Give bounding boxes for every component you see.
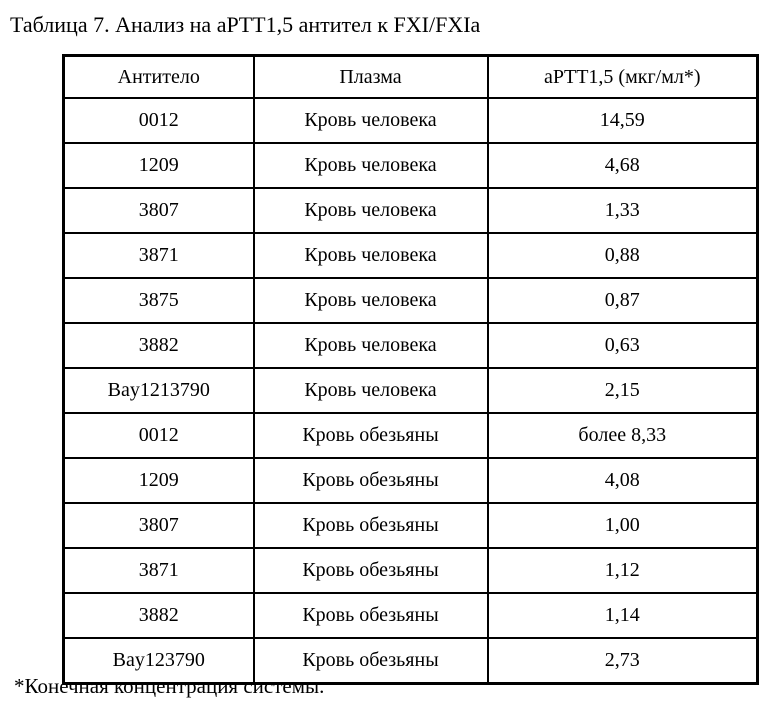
cell-aptt: 0,87 bbox=[488, 278, 758, 323]
cell-aptt: 2,73 bbox=[488, 638, 758, 684]
cell-antibody: 1209 bbox=[64, 143, 254, 188]
cell-antibody: 3871 bbox=[64, 548, 254, 593]
table-row: 3871 Кровь обезьяны 1,12 bbox=[64, 548, 758, 593]
cell-plasma: Кровь человека bbox=[254, 143, 488, 188]
cell-plasma: Кровь обезьяны bbox=[254, 548, 488, 593]
cell-plasma: Кровь человека bbox=[254, 188, 488, 233]
cell-antibody: 3871 bbox=[64, 233, 254, 278]
cell-aptt: 0,63 bbox=[488, 323, 758, 368]
table-row: 3807 Кровь обезьяны 1,00 bbox=[64, 503, 758, 548]
cell-aptt: 4,08 bbox=[488, 458, 758, 503]
cell-aptt: 4,68 bbox=[488, 143, 758, 188]
header-plasma: Плазма bbox=[254, 56, 488, 99]
header-aptt: aPTT1,5 (мкг/мл*) bbox=[488, 56, 758, 99]
cell-aptt: 1,00 bbox=[488, 503, 758, 548]
cell-plasma: Кровь обезьяны bbox=[254, 503, 488, 548]
cell-aptt: 14,59 bbox=[488, 98, 758, 143]
table-caption: Таблица 7. Анализ на aPTT1,5 антител к F… bbox=[10, 12, 480, 38]
table-row: 3807 Кровь человека 1,33 bbox=[64, 188, 758, 233]
table-header-row: Антитело Плазма aPTT1,5 (мкг/мл*) bbox=[64, 56, 758, 99]
cell-plasma: Кровь человека bbox=[254, 233, 488, 278]
cell-antibody: 3882 bbox=[64, 323, 254, 368]
cell-aptt: 0,88 bbox=[488, 233, 758, 278]
cell-plasma: Кровь человека bbox=[254, 368, 488, 413]
cell-aptt: более 8,33 bbox=[488, 413, 758, 458]
cell-antibody: 3807 bbox=[64, 503, 254, 548]
footnote: *Конечная концентрация системы. bbox=[14, 673, 324, 699]
cell-antibody: 1209 bbox=[64, 458, 254, 503]
table-row: 3871 Кровь человека 0,88 bbox=[64, 233, 758, 278]
cell-plasma: Кровь человека bbox=[254, 323, 488, 368]
results-table: Антитело Плазма aPTT1,5 (мкг/мл*) 0012 К… bbox=[62, 54, 759, 685]
table-row: 3875 Кровь человека 0,87 bbox=[64, 278, 758, 323]
table-row: 1209 Кровь обезьяны 4,08 bbox=[64, 458, 758, 503]
cell-antibody: 3807 bbox=[64, 188, 254, 233]
table-row: 3882 Кровь человека 0,63 bbox=[64, 323, 758, 368]
cell-aptt: 1,14 bbox=[488, 593, 758, 638]
cell-plasma: Кровь обезьяны bbox=[254, 458, 488, 503]
cell-plasma: Кровь человека bbox=[254, 98, 488, 143]
table-row: 0012 Кровь обезьяны более 8,33 bbox=[64, 413, 758, 458]
cell-antibody: 0012 bbox=[64, 413, 254, 458]
cell-plasma: Кровь человека bbox=[254, 278, 488, 323]
table-row: Bay1213790 Кровь человека 2,15 bbox=[64, 368, 758, 413]
cell-aptt: 1,33 bbox=[488, 188, 758, 233]
header-antibody: Антитело bbox=[64, 56, 254, 99]
cell-aptt: 1,12 bbox=[488, 548, 758, 593]
cell-plasma: Кровь обезьяны bbox=[254, 413, 488, 458]
cell-plasma: Кровь обезьяны bbox=[254, 593, 488, 638]
cell-antibody: 3875 bbox=[64, 278, 254, 323]
cell-antibody: 3882 bbox=[64, 593, 254, 638]
cell-aptt: 2,15 bbox=[488, 368, 758, 413]
table-row: 3882 Кровь обезьяны 1,14 bbox=[64, 593, 758, 638]
table-row: 1209 Кровь человека 4,68 bbox=[64, 143, 758, 188]
table-row: 0012 Кровь человека 14,59 bbox=[64, 98, 758, 143]
cell-antibody: 0012 bbox=[64, 98, 254, 143]
cell-antibody: Bay1213790 bbox=[64, 368, 254, 413]
